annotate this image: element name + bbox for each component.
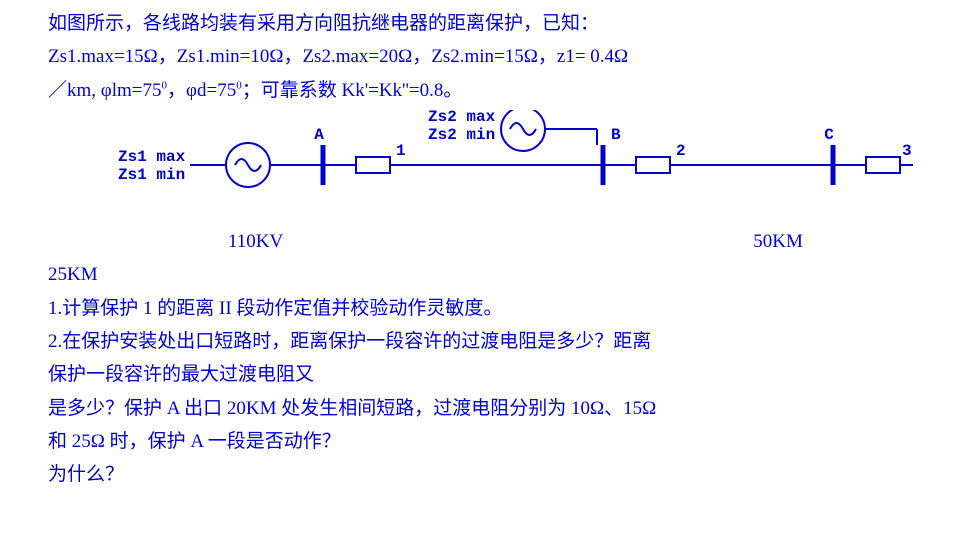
given2a: ／km, φlm=75 xyxy=(48,80,162,101)
svg-text:Zs1 min: Zs1 min xyxy=(118,166,185,184)
length-25-label: 25KM xyxy=(48,259,918,290)
question-2a: 2.在保护安装处出口短路时，距离保护一段容许的过渡电阻是多少？距离 xyxy=(48,326,918,357)
question-2d: 和 25Ω 时，保护 A 一段是否动作？ xyxy=(48,426,918,457)
question-2c: 是多少？保护 A 出口 20KM 处发生相间短路，过渡电阻分别为 10Ω、15Ω xyxy=(48,393,918,424)
length-50-label: 50KM xyxy=(753,226,803,257)
intro-text: 如图所示，各线路均装有采用方向阻抗继电器的距离保护，已知： xyxy=(48,8,918,39)
given-line-2: ／km, φlm=750，φd=750；可靠系数 Kk'=Kk''=0.8。 xyxy=(48,75,918,106)
question-1: 1.计算保护 1 的距离 II 段动作定值并校验动作灵敏度。 xyxy=(48,293,918,324)
svg-text:B: B xyxy=(611,126,621,144)
given2c: ；可靠系数 Kk'=Kk''=0.8。 xyxy=(242,80,463,101)
svg-text:Zs2 max: Zs2 max xyxy=(428,110,496,126)
svg-text:Zs1 max: Zs1 max xyxy=(118,148,186,166)
svg-text:1: 1 xyxy=(396,142,406,160)
svg-text:2: 2 xyxy=(676,142,686,160)
svg-text:A: A xyxy=(314,126,324,144)
svg-text:Zs2 min: Zs2 min xyxy=(428,126,495,144)
voltage-label: 110KV xyxy=(228,226,283,257)
given2b: ，φd=75 xyxy=(167,80,236,101)
question-2e: 为什么？ xyxy=(48,459,918,490)
svg-text:C: C xyxy=(824,126,834,144)
value-row: 110KV 50KM xyxy=(48,226,918,257)
circuit-diagram: Zs1 maxZs1 min A 1 Zs2 maxZs2 min B 2 C 3 xyxy=(48,110,918,220)
given-line-1: Zs1.max=15Ω，Zs1.min=10Ω，Zs2.max=20Ω，Zs2.… xyxy=(48,41,918,72)
question-2b: 保护一段容许的最大过渡电阻又 xyxy=(48,359,918,390)
svg-text:3: 3 xyxy=(902,142,912,160)
